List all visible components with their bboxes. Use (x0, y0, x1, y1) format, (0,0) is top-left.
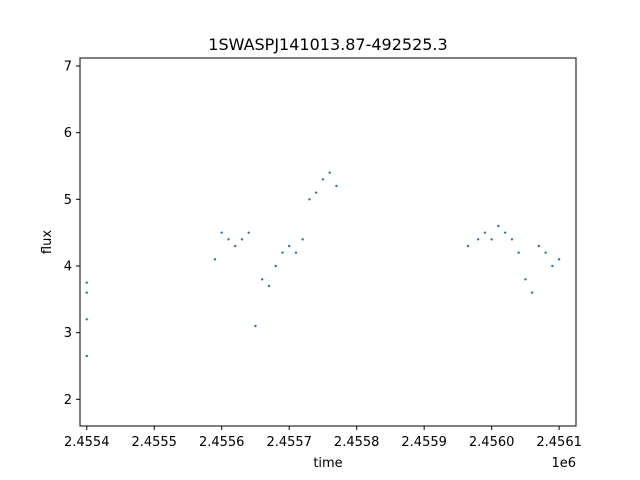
data-point (234, 244, 237, 248)
data-point (261, 278, 264, 281)
data-point (503, 231, 507, 234)
x-tick-label: 2.4555 (131, 435, 177, 450)
data-point (308, 198, 311, 201)
data-point (85, 318, 88, 321)
data-point (510, 238, 514, 241)
y-tick-label: 5 (64, 193, 72, 208)
data-point (240, 238, 244, 241)
data-point (321, 178, 325, 181)
y-tick-label: 2 (64, 393, 72, 408)
x-axis-ticks: 2.4554 2.4555 2.4556 2.4557 2.4558 2.4559 2.45… (64, 426, 582, 450)
data-point (227, 238, 230, 241)
x-axis-label: time (313, 456, 342, 471)
data-point (85, 354, 88, 358)
y-tick-label: 6 (64, 126, 72, 141)
data-point (537, 244, 541, 248)
x-tick-label: 2.4556 (199, 435, 245, 450)
data-point (476, 238, 480, 241)
data-point (328, 171, 331, 174)
data-point (517, 251, 520, 254)
data-point (544, 251, 547, 254)
plot-frame (79, 57, 577, 427)
x-axis-offset-label: 1e6 (551, 456, 576, 471)
data-point (247, 231, 250, 234)
x-tick-label: 2.4559 (401, 435, 447, 450)
data-point (281, 251, 284, 254)
y-tick-label: 7 (64, 60, 72, 75)
data-point (220, 231, 223, 234)
y-axis-ticks: 2 3 4 5 6 7 (64, 60, 80, 408)
chart-title: 1SWASPJ141013.87-492525.3 (208, 35, 447, 54)
x-tick-label: 2.4554 (64, 435, 110, 450)
data-point (490, 238, 493, 241)
data-point (301, 238, 304, 241)
data-point (530, 291, 534, 294)
data-point (213, 258, 217, 261)
data-points (85, 171, 561, 358)
data-point (335, 184, 338, 188)
data-point (557, 258, 561, 261)
x-tick-label: 2.4557 (266, 435, 312, 450)
x-tick-label: 2.4561 (536, 435, 582, 450)
data-point (551, 264, 554, 268)
data-point (497, 224, 500, 228)
x-tick-label: 2.4560 (469, 435, 515, 450)
y-axis-label: flux (40, 230, 55, 254)
data-point (254, 324, 257, 328)
data-point (274, 264, 277, 268)
data-point (267, 284, 271, 288)
data-point (524, 278, 527, 281)
data-point (288, 244, 291, 248)
data-point (294, 251, 298, 254)
data-point (85, 291, 88, 294)
data-point (483, 231, 487, 234)
x-tick-label: 2.4558 (334, 435, 380, 450)
y-tick-label: 3 (64, 326, 72, 341)
y-tick-label: 4 (64, 260, 72, 275)
data-point (314, 191, 318, 194)
data-point (466, 244, 470, 248)
data-point (85, 281, 88, 284)
